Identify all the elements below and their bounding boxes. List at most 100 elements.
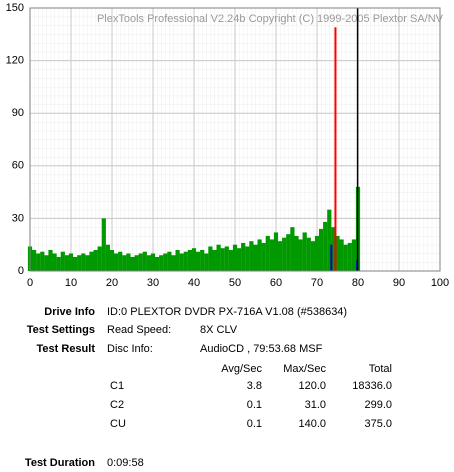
- error-bar: [138, 253, 143, 271]
- error-bar: [323, 221, 328, 271]
- error-bar: [187, 249, 192, 271]
- info-key: Read Speed:: [107, 324, 171, 336]
- error-bar: [265, 235, 270, 271]
- info-value: 0:09:58: [107, 457, 144, 469]
- table-header: Avg/Sec: [221, 363, 262, 375]
- error-bar: [290, 227, 295, 271]
- y-tick-label: 0: [18, 265, 24, 277]
- error-bar: [68, 253, 74, 271]
- error-bar: [224, 246, 229, 271]
- error-bar: [159, 255, 164, 271]
- table-header: Max/Sec: [283, 363, 326, 375]
- error-bar: [269, 239, 274, 271]
- x-tick-label: 10: [65, 277, 77, 289]
- error-bar: [339, 239, 344, 271]
- error-bar: [109, 249, 115, 271]
- error-bar: [302, 232, 307, 271]
- error-bar: [114, 253, 119, 271]
- x-tick-label: 80: [352, 277, 364, 289]
- error-bar: [310, 241, 315, 271]
- error-bar: [60, 251, 65, 271]
- error-bar: [191, 248, 197, 271]
- error-bar: [351, 239, 356, 271]
- error-bar: [286, 234, 291, 271]
- error-bar: [343, 244, 348, 271]
- info-label: Test Duration: [25, 457, 95, 469]
- error-bar: [93, 249, 98, 271]
- error-bar: [105, 244, 110, 271]
- error-bar: [273, 232, 279, 271]
- error-bar: [167, 251, 172, 271]
- error-bar: [319, 228, 324, 271]
- error-bar: [32, 249, 37, 271]
- error-bar: [171, 255, 176, 271]
- error-bar: [118, 251, 123, 271]
- x-tick-label: 40: [188, 277, 200, 289]
- error-bar: [330, 244, 333, 271]
- info-panel: Drive Info ID:0 PLEXTOR DVDR PX-716A V1.…: [25, 306, 392, 469]
- error-bar: [36, 253, 41, 271]
- error-bar: [142, 251, 147, 271]
- error-bar: [101, 218, 106, 271]
- table-cell: 120.0: [298, 380, 326, 392]
- error-bar: [196, 251, 201, 271]
- x-tick-label: 70: [311, 277, 323, 289]
- error-bar: [245, 246, 250, 271]
- error-bar: [48, 249, 53, 271]
- error-bar: [220, 248, 225, 271]
- table-cell: 299.0: [364, 399, 392, 411]
- error-bar: [282, 237, 287, 271]
- error-bar: [85, 255, 90, 271]
- table-row-label: C2: [110, 399, 124, 411]
- error-bar: [56, 256, 61, 271]
- error-bar: [179, 253, 184, 271]
- error-bar: [204, 253, 209, 271]
- y-tick-label: 120: [6, 55, 24, 67]
- info-value: 8X CLV: [200, 324, 238, 336]
- error-bar: [257, 239, 262, 271]
- error-bar: [208, 246, 213, 271]
- error-bar: [155, 256, 160, 271]
- x-tick-label: 90: [393, 277, 405, 289]
- error-bar: [150, 253, 156, 271]
- error-bar: [130, 256, 135, 271]
- x-tick-label: 60: [270, 277, 282, 289]
- error-bar: [212, 249, 217, 271]
- error-bar: [334, 27, 337, 271]
- error-bar: [146, 255, 151, 271]
- plot-frame: [29, 7, 441, 272]
- error-bar: [40, 251, 45, 271]
- error-bar: [306, 237, 311, 271]
- error-bar: [232, 244, 238, 271]
- x-tick-label: 30: [147, 277, 159, 289]
- info-value: ID:0 PLEXTOR DVDR PX-716A V1.08 (#538634…: [107, 306, 347, 318]
- error-bar: [278, 241, 283, 271]
- info-key: Disc Info:: [107, 343, 153, 355]
- error-bar: [327, 209, 332, 271]
- error-bar: [134, 255, 139, 271]
- table-cell: 0.1: [247, 399, 262, 411]
- x-tick-label: 0: [27, 277, 33, 289]
- x-tick-label: 100: [431, 277, 449, 289]
- error-bar: [89, 251, 94, 271]
- error-bar: [298, 239, 303, 271]
- table-cell: 18336.0: [352, 380, 392, 392]
- table-row-label: C1: [110, 380, 124, 392]
- error-bar: [347, 242, 352, 271]
- error-bar: [200, 249, 205, 271]
- error-bar: [228, 249, 233, 271]
- error-bar: [64, 255, 69, 271]
- y-tick-label: 150: [6, 2, 24, 14]
- error-bar: [122, 255, 127, 271]
- x-tick-label: 20: [106, 277, 118, 289]
- error-bar: [77, 255, 82, 271]
- y-tick-label: 30: [12, 212, 24, 224]
- error-bar: [253, 244, 258, 271]
- table-cell: 0.1: [247, 418, 262, 430]
- table-cell: 3.8: [247, 380, 262, 392]
- error-bar: [52, 253, 57, 271]
- table-row-label: CU: [110, 418, 126, 430]
- y-tick-label: 90: [12, 107, 24, 119]
- table-cell: 140.0: [298, 418, 326, 430]
- x-tick-label: 50: [229, 277, 241, 289]
